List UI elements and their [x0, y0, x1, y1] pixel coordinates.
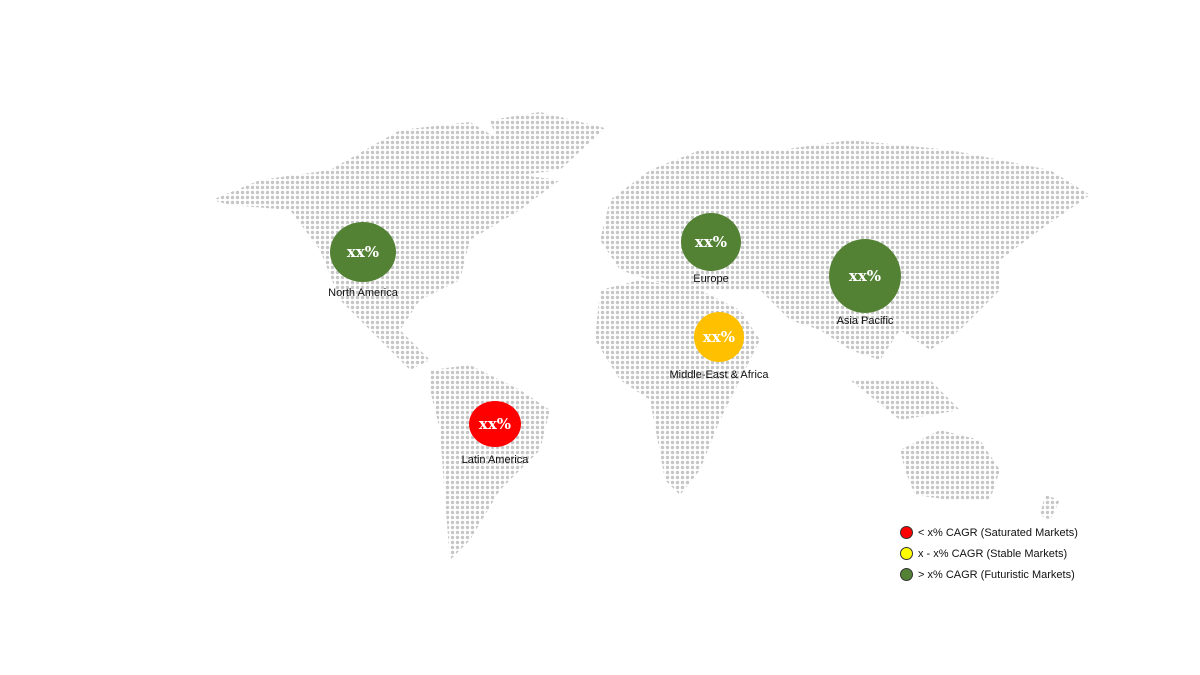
- region-bubble: [829, 239, 901, 313]
- region-label: Europe: [693, 273, 728, 285]
- region-bubble: [681, 213, 741, 271]
- region-value: xx%: [347, 243, 379, 261]
- region-latin-america: xx% Latin America: [462, 401, 530, 466]
- region-value: xx%: [849, 267, 881, 285]
- legend-item-futuristic: > x% CAGR (Futuristic Markets): [900, 564, 1078, 585]
- landmass: [212, 112, 1090, 560]
- region-value: xx%: [479, 415, 511, 433]
- red-dot-icon: [900, 526, 913, 539]
- region-value: xx%: [703, 328, 735, 346]
- southeast-asia-land: [850, 380, 960, 420]
- region-asia-pacific: xx% Asia Pacific: [829, 239, 901, 327]
- legend-label: > x% CAGR (Futuristic Markets): [918, 568, 1075, 581]
- region-middle-east-africa: xx% Middle-East & Africa: [669, 312, 769, 381]
- legend-item-stable: x - x% CAGR (Stable Markets): [900, 543, 1078, 564]
- region-bubble: [330, 222, 396, 282]
- greenland-land: [490, 112, 605, 175]
- region-label: Latin America: [462, 454, 530, 466]
- africa-land: [595, 280, 760, 495]
- legend-item-saturated: < x% CAGR (Saturated Markets): [900, 522, 1078, 543]
- australia-land: [900, 430, 1000, 500]
- region-bubble: [694, 312, 744, 362]
- new-zealand-land: [1040, 495, 1060, 520]
- south-america-land: [430, 365, 550, 560]
- region-value: xx%: [695, 233, 727, 251]
- region-north-america: xx% North America: [328, 222, 399, 299]
- region-label: Asia Pacific: [837, 315, 894, 327]
- yellow-dot-icon: [900, 547, 913, 560]
- region-label: Middle-East & Africa: [669, 369, 769, 381]
- legend-label: x - x% CAGR (Stable Markets): [918, 547, 1068, 560]
- legend: < x% CAGR (Saturated Markets) x - x% CAG…: [900, 522, 1078, 585]
- legend-label: < x% CAGR (Saturated Markets): [918, 526, 1078, 539]
- region-bubble: [469, 401, 521, 447]
- green-dot-icon: [900, 568, 913, 581]
- region-label: North America: [328, 287, 399, 299]
- region-europe: xx% Europe: [681, 213, 741, 285]
